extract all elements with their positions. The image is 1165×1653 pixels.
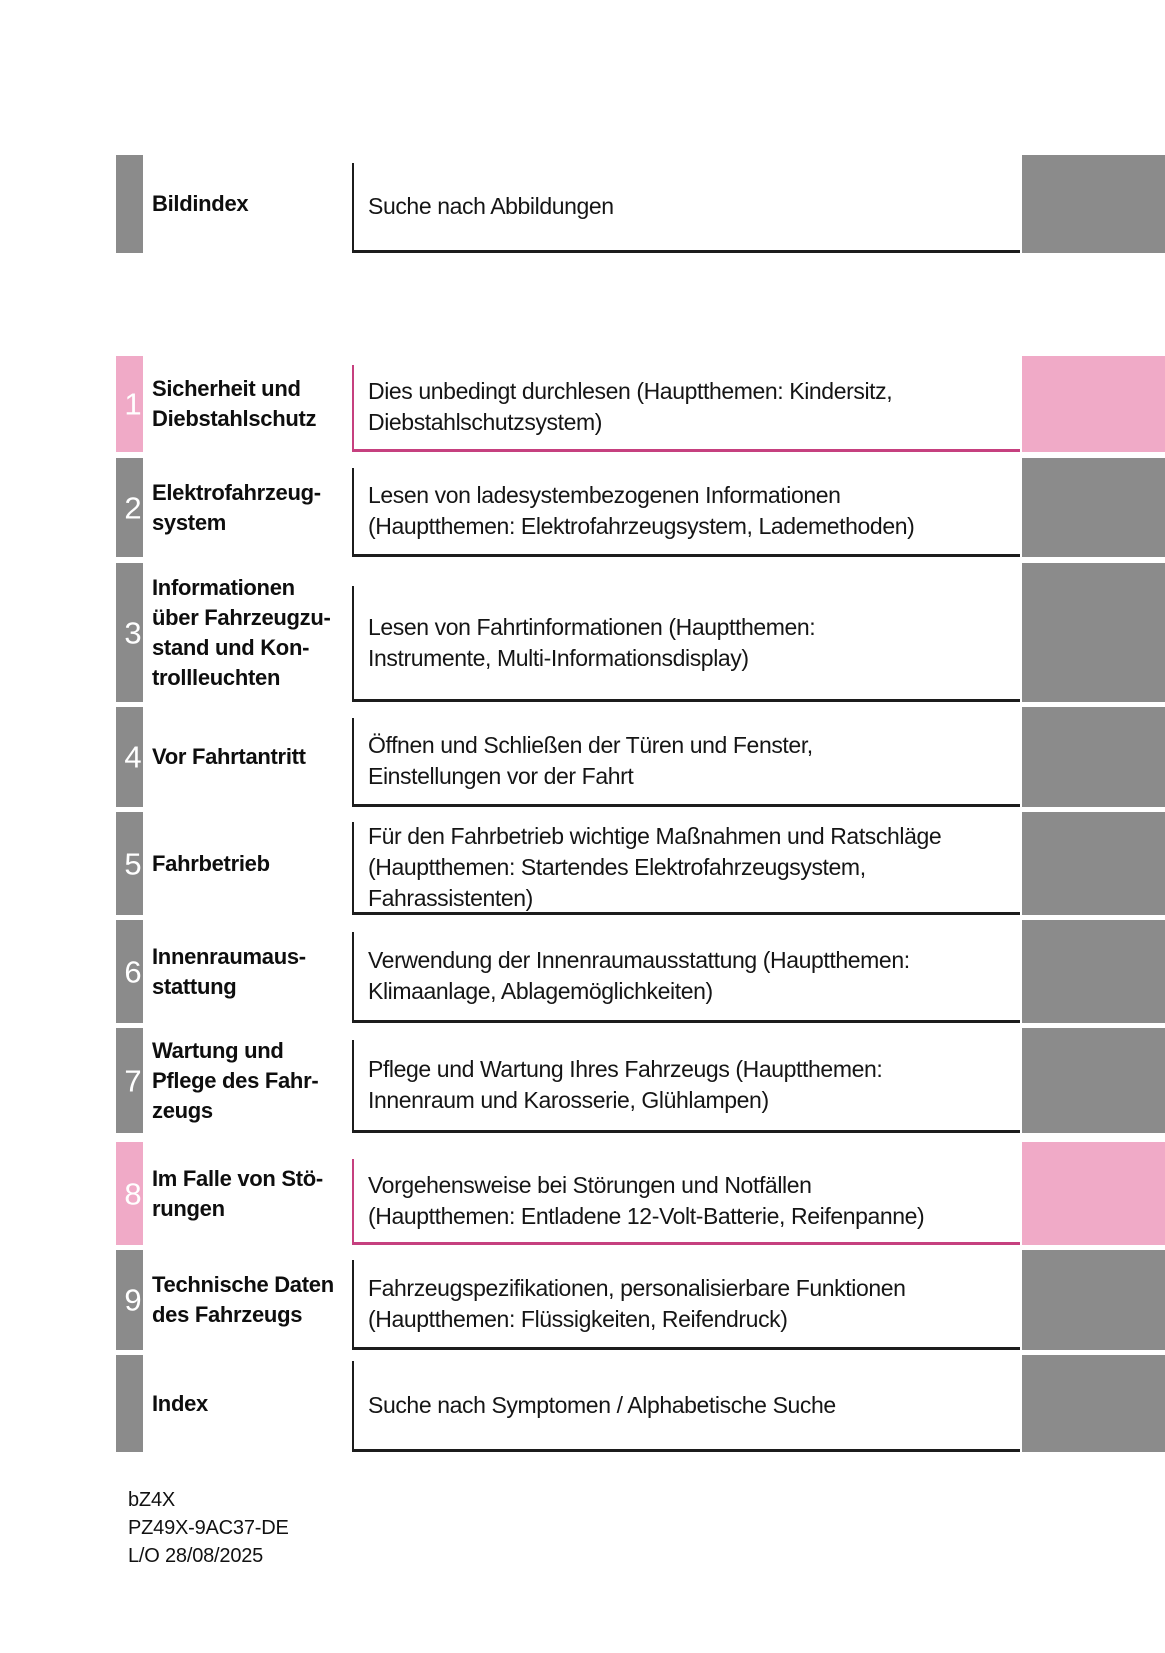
page-edge-tab xyxy=(1022,812,1165,915)
chapter-title: Wartung und Pflege des Fahr- zeugs xyxy=(152,1037,319,1123)
chapter-description: Pflege und Wartung Ihres Fahrzeugs (Haup… xyxy=(368,1056,883,1113)
chapter-description: Lesen von Fahrtinformationen (Haupttheme… xyxy=(368,613,816,671)
page-edge-tab xyxy=(1022,155,1165,253)
chapter-tab-bar xyxy=(116,356,143,452)
chapter-title: Fahrbetrieb xyxy=(152,850,270,876)
chapter-number: 7 xyxy=(124,1063,142,1098)
chapter-tab-bar xyxy=(116,1250,143,1350)
chapter-description-box: Für den Fahrbetrieb wichtige Maßnahmen u… xyxy=(352,822,1020,915)
chapter-title: Bildindex xyxy=(152,191,249,216)
chapter-description: Lesen von ladesystembezogenen Informatio… xyxy=(368,482,915,539)
chapter-description-box: Suche nach Symptomen / Alphabetische Suc… xyxy=(352,1361,1020,1452)
chapter-number: 9 xyxy=(124,1282,142,1318)
chapter-number: 2 xyxy=(124,490,142,525)
chapter-description-box: Lesen von Fahrtinformationen (Haupttheme… xyxy=(352,586,1020,702)
chapter-tab-bar xyxy=(116,1355,143,1452)
chapter-description-box: Pflege und Wartung Ihres Fahrzeugs (Haup… xyxy=(352,1040,1020,1133)
chapter-row: Bildindex Suche nach Abbildungen xyxy=(0,155,1165,253)
page-edge-tab xyxy=(1022,920,1165,1023)
chapter-number: 5 xyxy=(124,846,142,881)
chapter-description-box: Verwendung der Innenraumausstattung (Hau… xyxy=(352,932,1020,1023)
page-edge-tab xyxy=(1022,356,1165,452)
chapter-description: Verwendung der Innenraumausstattung (Hau… xyxy=(368,947,910,1004)
page-edge-tab xyxy=(1022,1355,1165,1452)
chapter-description: Öffnen und Schließen der Türen und Fenst… xyxy=(368,732,813,789)
chapter-row: 3 Informationen über Fahrzeugzu- stand u… xyxy=(0,563,1165,702)
footer-layout-date: L/O 28/08/2025 xyxy=(128,1545,264,1567)
footer-publication-number: PZ49X-9AC37-DE xyxy=(128,1517,289,1539)
chapter-title: Elektrofahrzeug- system xyxy=(152,479,321,535)
chapter-title: Technische Daten des Fahrzeugs xyxy=(152,1272,334,1327)
chapter-description: Dies unbedingt durchlesen (Hauptthemen: … xyxy=(368,378,893,435)
chapter-tab-bar xyxy=(116,1028,143,1133)
chapter-row: 8 Im Falle von Stö- rungen Vorgehensweis… xyxy=(0,1142,1165,1245)
chapter-description-box: Öffnen und Schließen der Türen und Fenst… xyxy=(352,718,1020,807)
chapter-tab-bar xyxy=(116,1142,143,1245)
page-edge-tab xyxy=(1022,1142,1165,1245)
chapter-tab-bar xyxy=(116,920,143,1023)
page-edge-tab xyxy=(1022,563,1165,702)
chapter-title: Index xyxy=(152,1390,208,1416)
chapter-tab-bar xyxy=(116,458,143,557)
chapter-number: 4 xyxy=(124,739,142,775)
chapter-title: Im Falle von Stö- rungen xyxy=(152,1165,323,1221)
chapter-description-box: Dies unbedingt durchlesen (Hauptthemen: … xyxy=(352,365,1020,452)
chapter-description: Fahrzeugspezifikationen, personalisierba… xyxy=(368,1274,906,1332)
page-edge-tab xyxy=(1022,458,1165,557)
chapter-tab-bar xyxy=(116,155,143,253)
footer-model: bZ4X xyxy=(128,1489,176,1511)
chapter-description: Für den Fahrbetrieb wichtige Maßnahmen u… xyxy=(368,822,942,911)
chapter-row: Index Suche nach Symptomen / Alphabetisc… xyxy=(0,1355,1165,1452)
chapter-row: 6 Innenraumaus- stattung Verwendung der … xyxy=(0,920,1165,1023)
page-edge-tab xyxy=(1022,1028,1165,1133)
chapter-description-box: Suche nach Abbildungen xyxy=(352,163,1020,253)
chapter-number: 1 xyxy=(124,386,142,422)
chapter-row: 9 Technische Daten des Fahrzeugs Fahrzeu… xyxy=(0,1250,1165,1350)
chapter-description-box: Fahrzeugspezifikationen, personalisierba… xyxy=(352,1260,1020,1350)
chapter-description-box: Lesen von ladesystembezogenen Informatio… xyxy=(352,468,1020,557)
chapter-title: Informationen über Fahrzeugzu- stand und… xyxy=(152,574,331,690)
chapter-description: Suche nach Abbildungen xyxy=(368,193,614,219)
chapter-title: Sicherheit und Diebstahlschutz xyxy=(152,376,317,431)
chapter-description-box: Vorgehensweise bei Störungen und Notfäll… xyxy=(352,1159,1020,1245)
chapter-number: 8 xyxy=(124,1176,142,1211)
chapter-title: Innenraumaus- stattung xyxy=(152,943,306,999)
chapter-row: 2 Elektrofahrzeug- system Lesen von lade… xyxy=(0,458,1165,557)
page-edge-tab xyxy=(1022,707,1165,807)
chapter-number: 3 xyxy=(124,615,142,650)
chapter-tab-bar xyxy=(116,707,143,807)
chapter-description: Suche nach Symptomen / Alphabetische Suc… xyxy=(368,1391,836,1418)
chapter-row: 5 Fahrbetrieb Für den Fahrbetrieb wichti… xyxy=(0,812,1165,915)
chapter-title: Vor Fahrtantritt xyxy=(152,744,306,769)
page-edge-tab xyxy=(1022,1250,1165,1350)
chapter-row: 1 Sicherheit und Diebstahlschutz Dies un… xyxy=(0,356,1165,452)
chapter-tab-bar xyxy=(116,563,143,702)
chapter-row: 7 Wartung und Pflege des Fahr- zeugs Pfl… xyxy=(0,1028,1165,1133)
chapter-row: 4 Vor Fahrtantritt Öffnen und Schließen … xyxy=(0,707,1165,807)
chapter-tab-bar xyxy=(116,812,143,915)
chapter-description: Vorgehensweise bei Störungen und Notfäll… xyxy=(368,1171,925,1229)
page-footer: bZ4X PZ49X-9AC37-DE L/O 28/08/2025 xyxy=(128,1486,289,1570)
chapter-number: 6 xyxy=(124,954,142,989)
